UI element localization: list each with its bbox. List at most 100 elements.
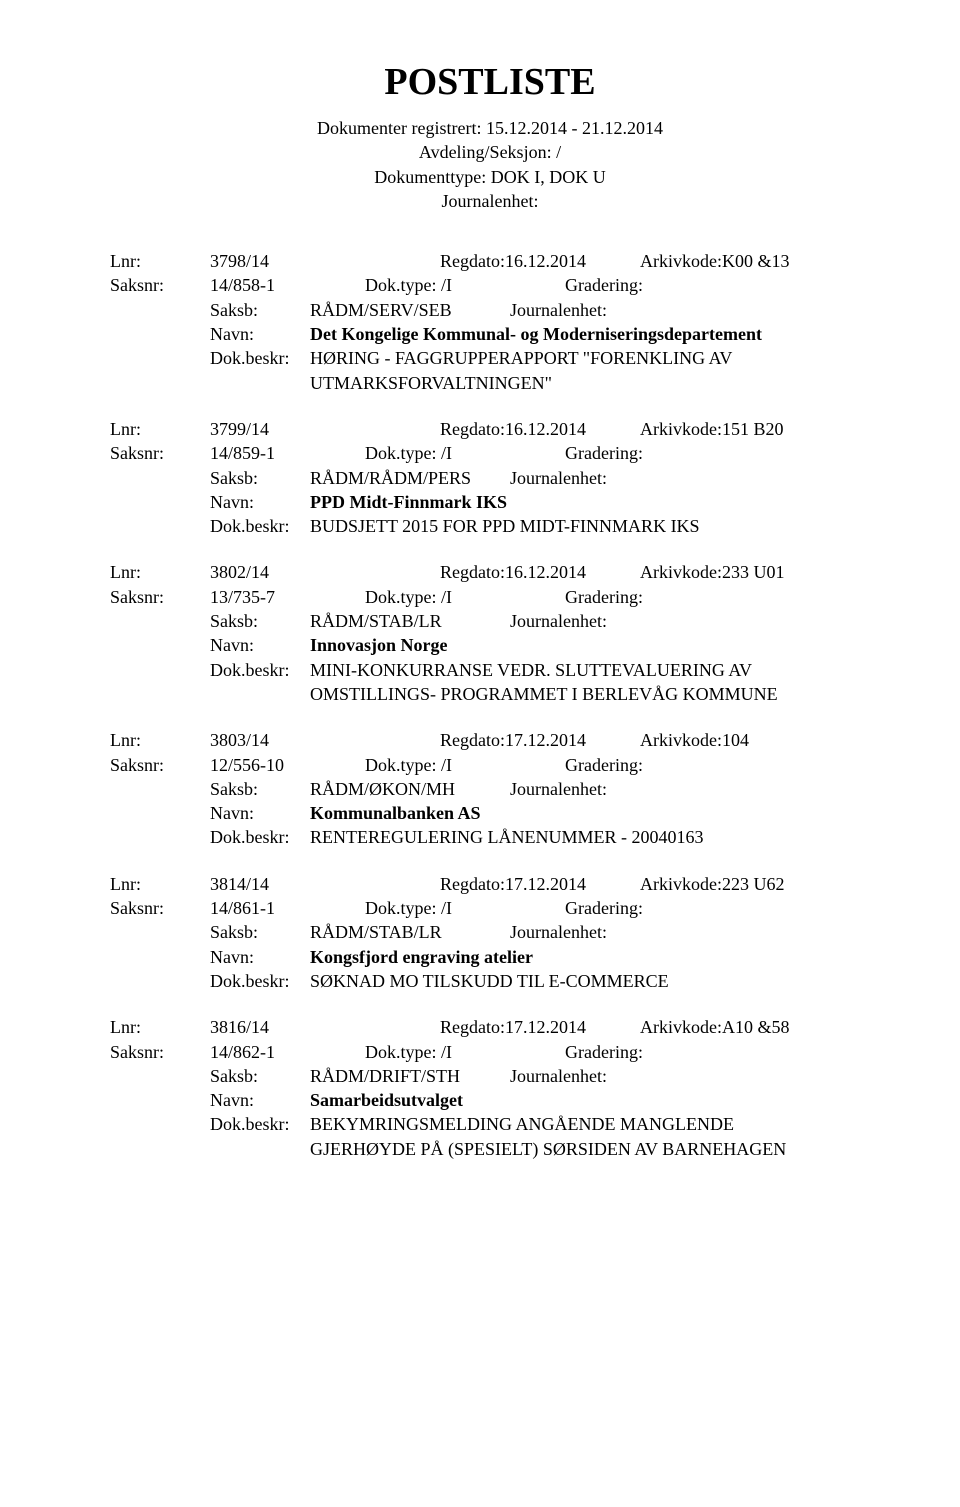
doktype: Dok.type: /I	[365, 1040, 565, 1064]
gradering: Gradering:	[565, 273, 870, 297]
saksnr-value: 14/862-1	[210, 1040, 365, 1064]
entry: Lnr:3802/14Regdato:16.12.2014Arkivkode:2…	[110, 560, 870, 706]
indent	[110, 490, 210, 514]
page-title: POSTLISTE	[110, 60, 870, 104]
indent	[110, 920, 210, 944]
navn-value: Innovasjon Norge	[310, 633, 870, 657]
indent	[110, 658, 210, 707]
arkivkode: Arkivkode:K00 &13	[640, 249, 870, 273]
saksb-label: Saksb:	[210, 298, 310, 322]
indent	[110, 1064, 210, 1088]
saksnr-value: 14/859-1	[210, 441, 365, 465]
journalenhet: Journalenhet:	[510, 1064, 870, 1088]
entry: Lnr:3816/14Regdato:17.12.2014Arkivkode:A…	[110, 1015, 870, 1161]
arkivkode: Arkivkode:104	[640, 728, 870, 752]
entries-list: Lnr:3798/14Regdato:16.12.2014Arkivkode:K…	[110, 249, 870, 1161]
saksb-value: RÅDM/ØKON/MH	[310, 777, 510, 801]
doktype: Dok.type: /I	[365, 753, 565, 777]
dokbeskr-label: Dok.beskr:	[210, 1112, 310, 1161]
header-line-4: Journalenhet:	[110, 189, 870, 213]
dokbeskr-label: Dok.beskr:	[210, 969, 310, 993]
navn-value: Det Kongelige Kommunal- og Modernisering…	[310, 322, 870, 346]
dokbeskr-value: BUDSJETT 2015 FOR PPD MIDT-FINNMARK IKS	[310, 514, 870, 538]
lnr-value: 3799/14	[210, 417, 440, 441]
indent	[110, 969, 210, 993]
lnr-value: 3814/14	[210, 872, 440, 896]
dokbeskr-label: Dok.beskr:	[210, 346, 310, 395]
dokbeskr-label: Dok.beskr:	[210, 658, 310, 707]
indent	[110, 945, 210, 969]
lnr-label: Lnr:	[110, 560, 210, 584]
indent	[110, 466, 210, 490]
header-line-1: Dokumenter registrert: 15.12.2014 - 21.1…	[110, 116, 870, 140]
regdato: Regdato:16.12.2014	[440, 417, 640, 441]
regdato: Regdato:16.12.2014	[440, 560, 640, 584]
navn-value: Samarbeidsutvalget	[310, 1088, 870, 1112]
navn-value: Kongsfjord engraving atelier	[310, 945, 870, 969]
dokbeskr-value: BEKYMRINGSMELDING ANGÅENDE MANGLENDE GJE…	[310, 1112, 870, 1161]
saksb-label: Saksb:	[210, 466, 310, 490]
lnr-value: 3802/14	[210, 560, 440, 584]
indent	[110, 346, 210, 395]
indent	[110, 609, 210, 633]
lnr-value: 3798/14	[210, 249, 440, 273]
regdato: Regdato:17.12.2014	[440, 728, 640, 752]
navn-label: Navn:	[210, 490, 310, 514]
dokbeskr-value: HØRING - FAGGRUPPERAPPORT "FORENKLING AV…	[310, 346, 870, 395]
gradering: Gradering:	[565, 753, 870, 777]
doktype: Dok.type: /I	[365, 585, 565, 609]
saksb-value: RÅDM/STAB/LR	[310, 920, 510, 944]
indent	[110, 1112, 210, 1161]
saksnr-label: Saksnr:	[110, 585, 210, 609]
indent	[110, 825, 210, 849]
saksnr-label: Saksnr:	[110, 753, 210, 777]
dokbeskr-value: RENTEREGULERING LÅNENUMMER - 20040163	[310, 825, 870, 849]
journalenhet: Journalenhet:	[510, 298, 870, 322]
saksb-value: RÅDM/SERV/SEB	[310, 298, 510, 322]
saksnr-label: Saksnr:	[110, 441, 210, 465]
page: POSTLISTE Dokumenter registrert: 15.12.2…	[0, 0, 960, 1223]
header-block: Dokumenter registrert: 15.12.2014 - 21.1…	[110, 116, 870, 213]
navn-label: Navn:	[210, 633, 310, 657]
regdato: Regdato:17.12.2014	[440, 872, 640, 896]
saksnr-value: 13/735-7	[210, 585, 365, 609]
arkivkode: Arkivkode:A10 &58	[640, 1015, 870, 1039]
saksb-value: RÅDM/DRIFT/STH	[310, 1064, 510, 1088]
saksnr-label: Saksnr:	[110, 273, 210, 297]
navn-label: Navn:	[210, 801, 310, 825]
arkivkode: Arkivkode:233 U01	[640, 560, 870, 584]
gradering: Gradering:	[565, 585, 870, 609]
lnr-label: Lnr:	[110, 249, 210, 273]
lnr-value: 3803/14	[210, 728, 440, 752]
arkivkode: Arkivkode:223 U62	[640, 872, 870, 896]
regdato: Regdato:16.12.2014	[440, 249, 640, 273]
gradering: Gradering:	[565, 441, 870, 465]
journalenhet: Journalenhet:	[510, 466, 870, 490]
navn-value: PPD Midt-Finnmark IKS	[310, 490, 870, 514]
entry: Lnr:3799/14Regdato:16.12.2014Arkivkode:1…	[110, 417, 870, 538]
regdato: Regdato:17.12.2014	[440, 1015, 640, 1039]
doktype: Dok.type: /I	[365, 273, 565, 297]
navn-value: Kommunalbanken AS	[310, 801, 870, 825]
entry: Lnr:3814/14Regdato:17.12.2014Arkivkode:2…	[110, 872, 870, 993]
saksnr-value: 14/858-1	[210, 273, 365, 297]
journalenhet: Journalenhet:	[510, 920, 870, 944]
header-line-2: Avdeling/Seksjon: /	[110, 140, 870, 164]
lnr-label: Lnr:	[110, 417, 210, 441]
gradering: Gradering:	[565, 1040, 870, 1064]
indent	[110, 514, 210, 538]
saksb-label: Saksb:	[210, 609, 310, 633]
dokbeskr-label: Dok.beskr:	[210, 514, 310, 538]
indent	[110, 633, 210, 657]
navn-label: Navn:	[210, 322, 310, 346]
header-line-3: Dokumenttype: DOK I, DOK U	[110, 165, 870, 189]
saksnr-value: 12/556-10	[210, 753, 365, 777]
saksb-label: Saksb:	[210, 777, 310, 801]
indent	[110, 777, 210, 801]
indent	[110, 298, 210, 322]
lnr-value: 3816/14	[210, 1015, 440, 1039]
entry: Lnr:3798/14Regdato:16.12.2014Arkivkode:K…	[110, 249, 870, 395]
entry: Lnr:3803/14Regdato:17.12.2014Arkivkode:1…	[110, 728, 870, 849]
saksnr-value: 14/861-1	[210, 896, 365, 920]
lnr-label: Lnr:	[110, 728, 210, 752]
